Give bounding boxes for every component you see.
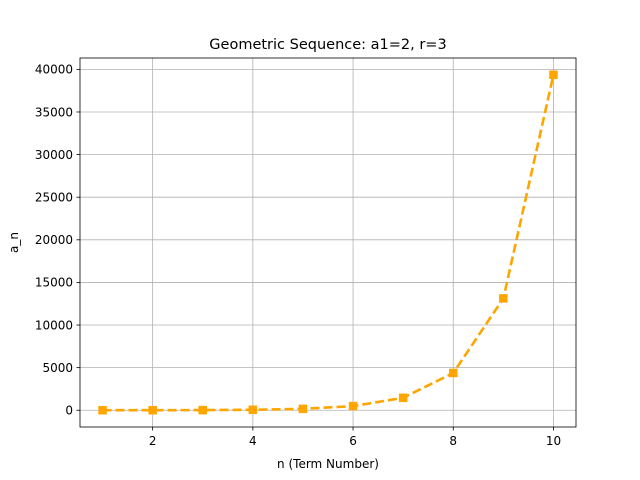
data-point [348, 401, 358, 411]
x-tick-label: 10 [546, 434, 561, 448]
data-point [98, 405, 107, 415]
series-line [102, 74, 555, 412]
y-tick-label: 20000 [35, 233, 73, 247]
y-tick-label: 5000 [42, 361, 73, 375]
y-tick-label: 15000 [35, 276, 73, 290]
x-tick-label: 6 [349, 434, 357, 448]
chart-title: Geometric Sequence: a1=2, r=3 [209, 37, 446, 53]
data-point [398, 393, 408, 403]
y-axis-title: a_n [7, 232, 21, 253]
x-tick-label: 8 [449, 434, 457, 448]
y-tick-label: 10000 [35, 318, 73, 332]
x-axis-title: n (Term Number) [277, 457, 379, 471]
grid-lines [80, 58, 576, 427]
x-tick-label: 2 [149, 434, 157, 448]
plot-frame [79, 57, 577, 428]
data-point [549, 70, 558, 80]
y-tick-label: 25000 [35, 190, 73, 204]
data-point [198, 405, 207, 415]
y-axis: 0 5000 10000 15000 20000 25000 30000 35000 40000 [35, 63, 80, 418]
y-tick-label: 35000 [35, 105, 73, 119]
y-tick-label: 0 [65, 404, 73, 418]
series-layer [98, 70, 558, 415]
y-tick-label: 40000 [35, 63, 73, 77]
data-point [148, 405, 157, 415]
data-point [499, 294, 508, 303]
data-point [298, 404, 308, 414]
x-tick-label: 4 [249, 434, 257, 448]
x-axis: 2 4 6 8 10 [149, 427, 561, 448]
data-point [449, 368, 458, 378]
y-tick-label: 30000 [35, 148, 73, 162]
data-point [248, 405, 258, 415]
